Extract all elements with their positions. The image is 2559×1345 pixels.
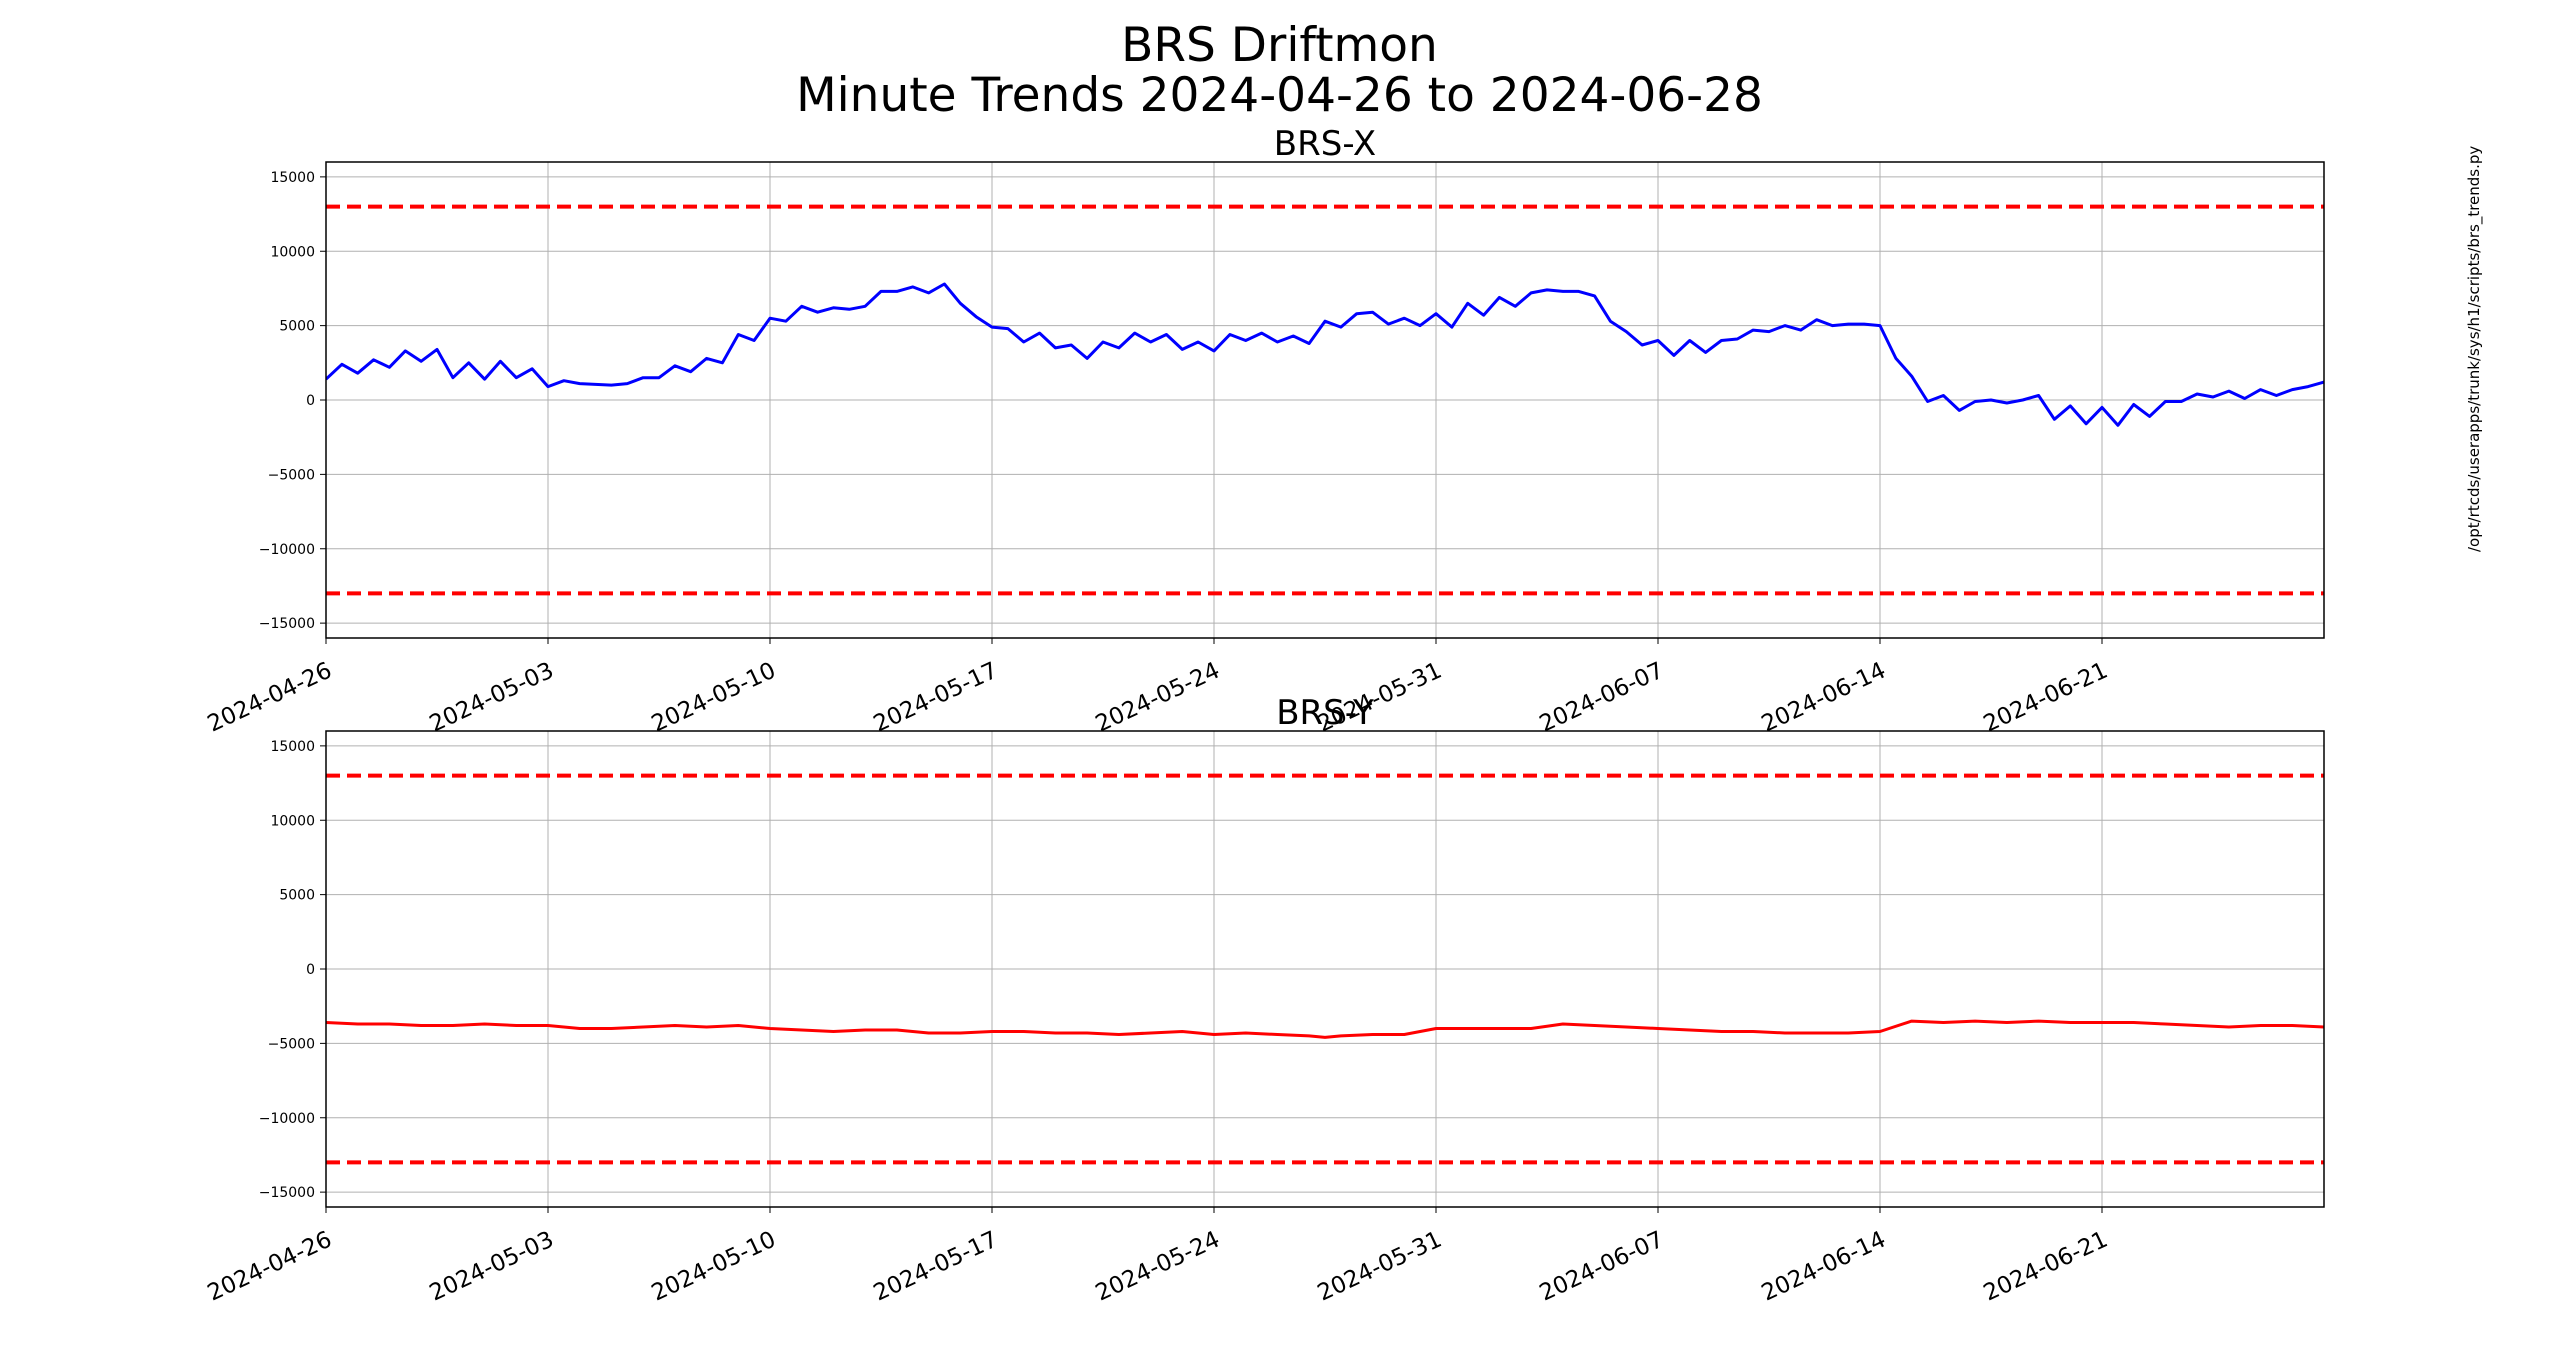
x-tick-label: 2024-05-17 bbox=[870, 658, 1002, 738]
y-tick-label: −10000 bbox=[259, 1111, 315, 1127]
x-tick-label: 2024-06-21 bbox=[1980, 1227, 2112, 1307]
brs-y-panel: 15000 10000 5000 0 −5000 −10000 −15000 2024-04-… bbox=[204, 693, 2325, 1307]
x-tick-label: 2024-06-14 bbox=[1758, 658, 1890, 738]
y-tick-label: −15000 bbox=[259, 616, 315, 632]
y-tick-label: 15000 bbox=[270, 170, 315, 186]
plot-frame bbox=[325, 730, 2325, 1208]
y-tick-label: 10000 bbox=[270, 244, 315, 260]
panel-title: BRS-X bbox=[1274, 124, 1376, 164]
x-tick-label: 2024-05-24 bbox=[1092, 658, 1224, 738]
y-tick-label: −5000 bbox=[268, 467, 315, 483]
series-line bbox=[326, 1019, 2324, 1039]
series-line bbox=[326, 282, 2324, 427]
x-tick-label: 2024-06-21 bbox=[1980, 658, 2112, 738]
y-tick-label: −15000 bbox=[259, 1185, 315, 1201]
grid bbox=[325, 731, 2324, 1207]
x-tick-label: 2024-05-31 bbox=[1314, 1227, 1446, 1307]
y-tick-label: −5000 bbox=[268, 1036, 315, 1052]
y-tick-label: 5000 bbox=[279, 888, 315, 904]
y-tick-label: 15000 bbox=[270, 739, 315, 755]
x-tick-label: 2024-06-07 bbox=[1536, 1227, 1668, 1307]
y-tick-label: 10000 bbox=[270, 813, 315, 829]
x-tick-label: 2024-05-24 bbox=[1092, 1227, 1224, 1307]
y-tick-label: 0 bbox=[306, 393, 315, 409]
y-tick-label: 5000 bbox=[279, 319, 315, 335]
x-tick-label: 2024-06-14 bbox=[1758, 1227, 1890, 1307]
x-tick-label: 2024-04-26 bbox=[204, 1227, 336, 1307]
figure-title: BRS Driftmon bbox=[1121, 18, 1438, 73]
x-tick-label: 2024-04-26 bbox=[204, 658, 336, 738]
x-tick-label: 2024-05-10 bbox=[648, 658, 780, 738]
plot-frame bbox=[325, 161, 2325, 639]
figure-subtitle: Minute Trends 2024-04-26 to 2024-06-28 bbox=[796, 68, 1763, 123]
panel-title: BRS-Y bbox=[1276, 693, 1374, 733]
x-tick-label: 2024-05-10 bbox=[648, 1227, 780, 1307]
y-tick-label: 0 bbox=[306, 962, 315, 978]
x-tick-label: 2024-06-07 bbox=[1536, 658, 1668, 738]
brs-x-panel: 15000 10000 5000 0 −5000 −10000 −15000 2024-04-… bbox=[204, 124, 2325, 738]
x-tick-label: 2024-05-03 bbox=[426, 658, 558, 738]
x-tick-label: 2024-05-03 bbox=[426, 1227, 558, 1307]
y-tick-label: −10000 bbox=[259, 542, 315, 558]
x-tick-label: 2024-05-17 bbox=[870, 1227, 1002, 1307]
